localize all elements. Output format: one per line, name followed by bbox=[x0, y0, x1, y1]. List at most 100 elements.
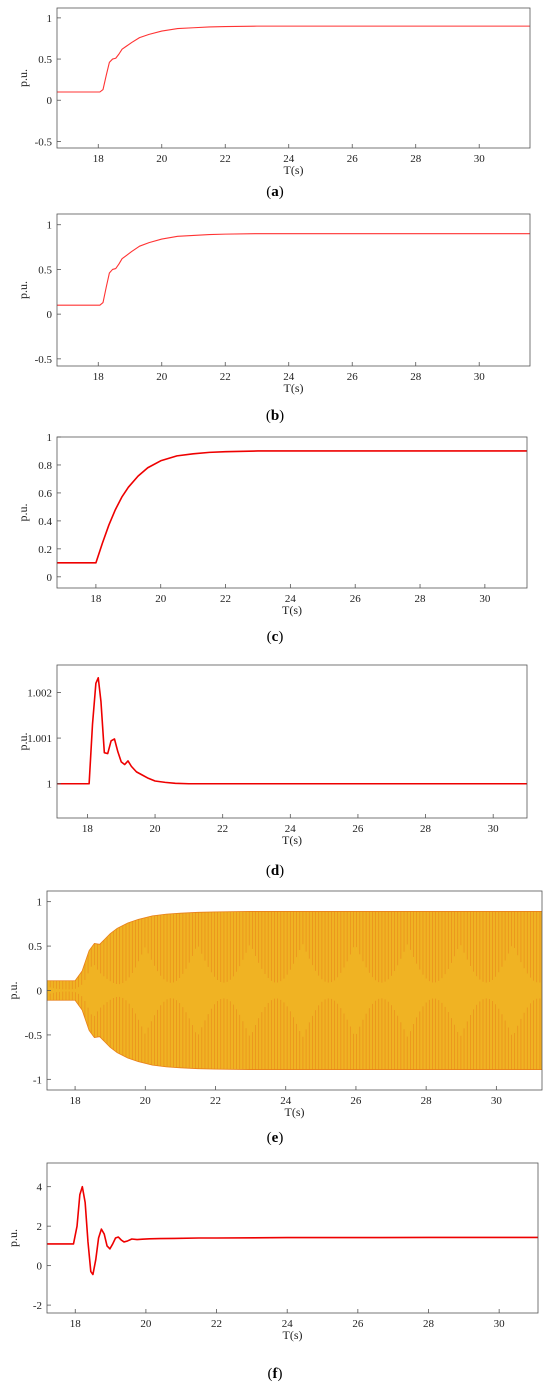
x-tick-label: 30 bbox=[488, 823, 500, 835]
x-tick-label: 24 bbox=[283, 153, 295, 165]
x-axis-label: T(s) bbox=[284, 381, 304, 395]
y-tick-label: -2 bbox=[33, 1300, 42, 1312]
x-tick-label: 22 bbox=[220, 593, 231, 605]
x-axis-label: T(s) bbox=[282, 833, 302, 847]
chart-panel-c: 18 20 22 24 26 28 30 0 0.2 0.4 0.6 0.8 1 T(s) p.u. (c) bbox=[16, 432, 528, 645]
plot-frame bbox=[56, 436, 528, 589]
x-tick-label: 26 bbox=[347, 153, 359, 165]
y-tick-label: 1 bbox=[37, 897, 43, 909]
y-tick-label: 0.5 bbox=[38, 54, 52, 66]
caption-paren-close: ) bbox=[278, 1130, 283, 1146]
x-tick-label: 20 bbox=[140, 1318, 152, 1330]
caption-paren-open: ( bbox=[266, 184, 271, 200]
y-tick-label: -1 bbox=[33, 1074, 42, 1086]
y-axis-label: p.u. bbox=[16, 69, 30, 87]
x-tick-label: 24 bbox=[282, 1318, 294, 1330]
x-tick-label: 30 bbox=[494, 1318, 506, 1330]
x-tick-label: 18 bbox=[90, 593, 102, 605]
series-line-0 bbox=[57, 676, 527, 785]
x-tick-label: 22 bbox=[217, 823, 228, 835]
x-tick-label: 24 bbox=[283, 371, 295, 383]
x-tick-label: 26 bbox=[352, 823, 364, 835]
chart-panel-e: 18 20 22 24 26 28 30 -1 -0.5 0 0.5 1 T(s) p.u. (e) bbox=[6, 890, 543, 1146]
x-tick-label: 24 bbox=[285, 823, 297, 835]
y-tick-label: 0.4 bbox=[38, 516, 52, 528]
x-tick-label: 30 bbox=[491, 1095, 503, 1107]
y-tick-label: 0.8 bbox=[38, 460, 52, 472]
y-tick-label: 0 bbox=[47, 95, 53, 107]
caption-paren-open: ( bbox=[267, 629, 272, 645]
panel-caption: (c) bbox=[267, 629, 284, 645]
y-axis-label: p.u. bbox=[16, 733, 30, 751]
plot-frame bbox=[46, 1162, 539, 1314]
chart-panel-a: 18 20 22 24 26 28 30 -0.5 0 0.5 1 T(s) p.u. (a) bbox=[16, 7, 531, 200]
y-tick-label: 0.6 bbox=[38, 488, 52, 500]
y-tick-label: 0.2 bbox=[38, 544, 52, 556]
panel-caption: (e) bbox=[267, 1130, 284, 1146]
y-tick-label: 1 bbox=[47, 779, 53, 791]
x-tick-label: 28 bbox=[421, 1095, 433, 1107]
caption-paren-open: ( bbox=[266, 408, 271, 424]
chart-panel-b: 18 20 22 24 26 28 30 -0.5 0 0.5 1 T(s) p.u. (b) bbox=[16, 213, 531, 424]
y-tick-label: 0.5 bbox=[28, 941, 42, 953]
x-axis-label: T(s) bbox=[285, 1105, 305, 1119]
y-axis-label: p.u. bbox=[6, 1229, 20, 1247]
x-tick-label: 28 bbox=[415, 593, 427, 605]
x-axis-label: T(s) bbox=[282, 603, 302, 617]
x-tick-label: 20 bbox=[156, 371, 168, 383]
series-envelope-0 bbox=[47, 911, 542, 1070]
y-tick-label: 0 bbox=[37, 986, 43, 998]
plot-frame bbox=[56, 213, 531, 367]
caption-letter: e bbox=[272, 1130, 279, 1146]
caption-paren-close: ) bbox=[279, 863, 284, 879]
y-tick-label: 0 bbox=[37, 1261, 43, 1273]
x-tick-label: 18 bbox=[82, 823, 94, 835]
caption-paren-open: ( bbox=[267, 1130, 272, 1146]
caption-paren-close: ) bbox=[278, 629, 283, 645]
x-tick-label: 26 bbox=[350, 593, 362, 605]
y-tick-label: 0 bbox=[47, 572, 53, 584]
y-tick-label: 2 bbox=[37, 1221, 43, 1233]
y-tick-label: -0.5 bbox=[25, 1030, 43, 1042]
x-tick-label: 30 bbox=[479, 593, 491, 605]
x-tick-label: 22 bbox=[220, 371, 231, 383]
x-axis-label: T(s) bbox=[283, 1328, 303, 1342]
caption-letter: b bbox=[271, 408, 279, 424]
x-tick-label: 20 bbox=[150, 823, 162, 835]
series-line-0 bbox=[57, 450, 527, 564]
y-tick-label: 1 bbox=[47, 13, 53, 25]
x-axis-label: T(s) bbox=[284, 163, 304, 177]
y-tick-label: -0.5 bbox=[35, 354, 53, 366]
plot-frame bbox=[56, 7, 531, 149]
x-tick-label: 18 bbox=[70, 1318, 82, 1330]
x-tick-label: 28 bbox=[410, 371, 422, 383]
series-line-0 bbox=[57, 233, 530, 306]
x-tick-label: 18 bbox=[93, 153, 105, 165]
x-tick-label: 20 bbox=[140, 1095, 152, 1107]
x-tick-label: 24 bbox=[280, 1095, 292, 1107]
caption-paren-close: ) bbox=[279, 184, 284, 200]
panel-caption: (f) bbox=[268, 1366, 283, 1382]
x-tick-label: 30 bbox=[474, 371, 486, 383]
y-axis-label: p.u. bbox=[6, 982, 20, 1000]
panel-caption: (b) bbox=[266, 408, 284, 424]
x-tick-label: 18 bbox=[93, 371, 105, 383]
x-tick-label: 26 bbox=[347, 371, 359, 383]
x-tick-label: 24 bbox=[285, 593, 297, 605]
y-tick-label: 1.002 bbox=[27, 687, 52, 699]
x-tick-label: 28 bbox=[420, 823, 432, 835]
x-tick-label: 22 bbox=[210, 1095, 221, 1107]
panel-caption: (a) bbox=[266, 184, 284, 200]
caption-letter: f bbox=[273, 1366, 279, 1382]
chart-panel-d: 18 20 22 24 26 28 30 1 1.001 1.002 T(s) p.u. (d) bbox=[16, 664, 528, 879]
caption-letter: d bbox=[271, 863, 280, 879]
y-axis-label: p.u. bbox=[16, 281, 30, 299]
caption-paren-open: ( bbox=[268, 1366, 273, 1382]
y-tick-label: 0.5 bbox=[38, 264, 52, 276]
x-tick-label: 30 bbox=[474, 153, 486, 165]
plot-frame bbox=[56, 664, 528, 819]
series-line-0 bbox=[57, 25, 530, 93]
x-tick-label: 20 bbox=[156, 153, 168, 165]
